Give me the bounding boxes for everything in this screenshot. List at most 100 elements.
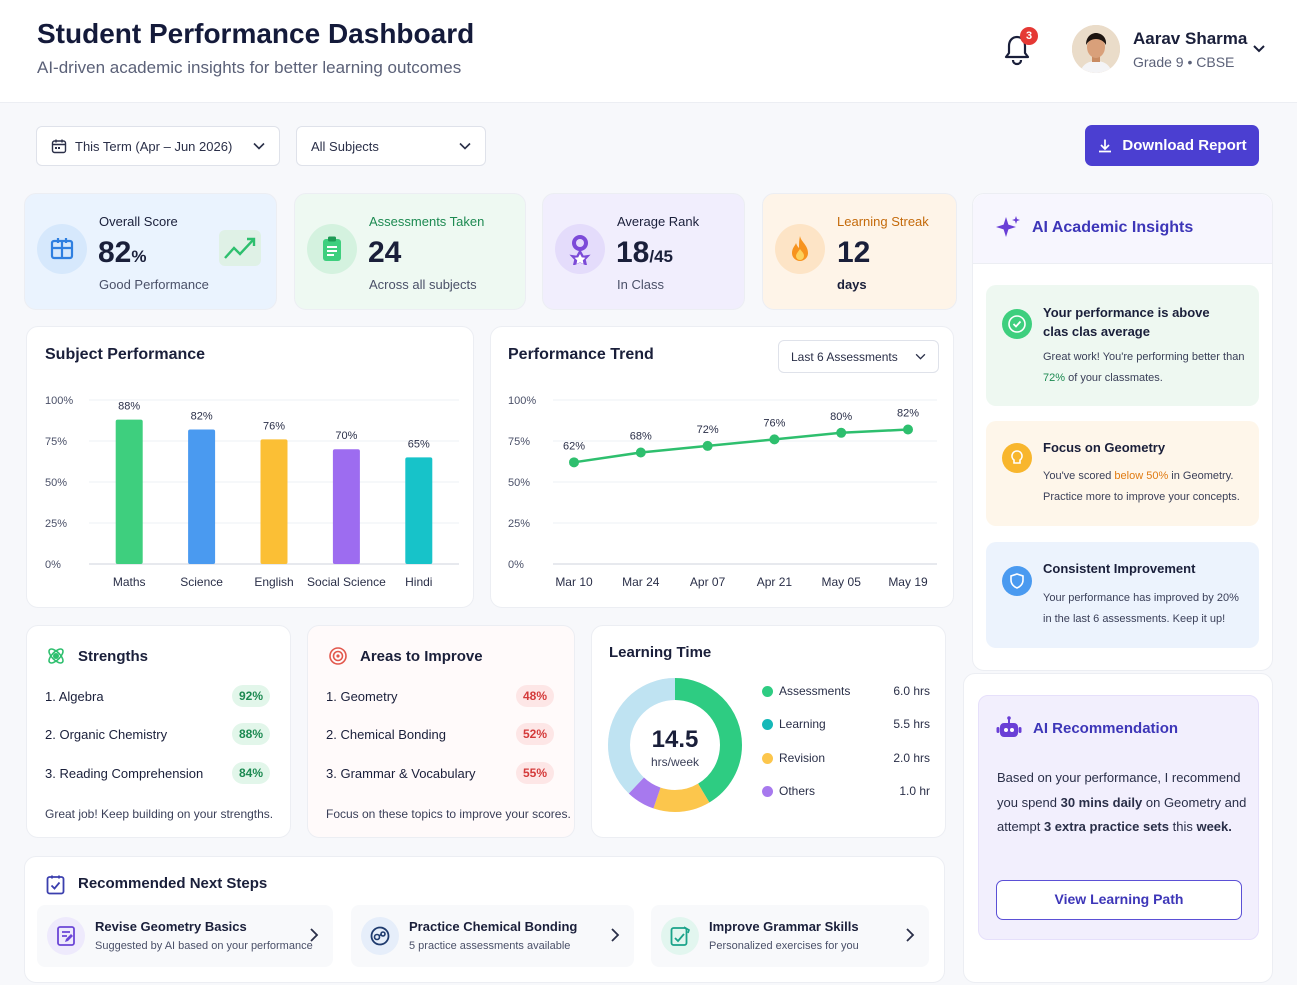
next-step-desc: Personalized exercises for you xyxy=(709,940,859,952)
donut-unit: hrs/week xyxy=(650,755,700,769)
improve-score: 48% xyxy=(516,685,554,707)
stat-sub: In Class xyxy=(617,277,664,292)
chevron-right-icon xyxy=(611,928,620,942)
ai-insights-header xyxy=(973,194,1272,264)
x-tick-label: Science xyxy=(180,575,223,589)
stat-value: 24 xyxy=(368,236,402,269)
subject-performance-title: Subject Performance xyxy=(45,346,206,363)
check-circle-icon xyxy=(1002,309,1032,339)
report-card-icon xyxy=(37,224,87,274)
stat-sub: Good Performance xyxy=(99,277,209,292)
legend-dot xyxy=(762,786,773,797)
legend-name: Revision xyxy=(779,751,826,765)
x-tick-label: Apr 07 xyxy=(690,575,726,589)
y-tick-label: 25% xyxy=(508,518,530,530)
point-value-label: 72% xyxy=(697,424,719,436)
stat-learning-streak: Learning Streak 12 days xyxy=(762,193,957,310)
x-tick-label: Maths xyxy=(113,575,146,589)
next-step-item[interactable]: Practice Chemical Bonding 5 practice ass… xyxy=(351,905,634,967)
learning-time-title: Learning Time xyxy=(609,644,712,661)
stat-value: 12 xyxy=(837,236,871,269)
improve-title: Areas to Improve xyxy=(360,648,483,665)
legend-value: 5.5 hrs xyxy=(893,717,930,731)
download-icon xyxy=(1099,139,1112,152)
stat-value-unit: /45 xyxy=(649,247,674,266)
insight-title: Your performance is above clas clas aver… xyxy=(1043,305,1210,339)
data-point xyxy=(903,424,913,435)
download-report-button[interactable]: Download Report xyxy=(1085,125,1259,166)
bar-value-label: 76% xyxy=(263,420,285,432)
data-point xyxy=(569,457,579,468)
improve-card: Areas to Improve 1. Geometry 48% 2. Chem… xyxy=(307,625,575,838)
legend-name: Others xyxy=(779,784,816,798)
header: Student Performance Dashboard AI-driven … xyxy=(0,0,1297,103)
subject-performance-card: Subject Performance 100% 75% 50% 25% 0% 88% Ma… xyxy=(26,326,474,608)
bar xyxy=(188,429,216,564)
legend-name: Assessments xyxy=(779,684,851,698)
term-dropdown[interactable]: This Term (Apr – Jun 2026) xyxy=(36,126,280,166)
next-step-title: Revise Geometry Basics xyxy=(95,919,247,934)
subject-bar-chart: 100% 75% 50% 25% 0% 88% Maths 82% Science 76% Engl… xyxy=(45,395,459,589)
legend-dot xyxy=(762,719,773,730)
chevron-down-icon xyxy=(459,142,471,150)
improve-score: 55% xyxy=(516,762,554,784)
legend-dot xyxy=(762,686,773,697)
insight-highlight: below 50% xyxy=(1114,470,1169,482)
learning-time-donut xyxy=(608,678,742,812)
view-learning-path-button[interactable]: View Learning Path xyxy=(996,880,1242,920)
avatar[interactable] xyxy=(1072,25,1120,73)
insight-highlight: 72% xyxy=(1043,372,1066,384)
x-tick-label: English xyxy=(254,575,293,589)
next-step-title: Improve Grammar Skills xyxy=(709,919,859,934)
legend-name: Learning xyxy=(779,717,826,731)
user-grade: Grade 9 • CBSE xyxy=(1133,54,1235,70)
strengths-card: Strengths 1. Algebra 92% 2. Organic Chem… xyxy=(26,625,291,838)
atom-icon xyxy=(48,648,64,664)
x-tick-label: Mar 24 xyxy=(622,575,660,589)
data-point xyxy=(836,427,847,438)
improve-item: 1. Geometry xyxy=(326,689,398,704)
strength-item: 2. Organic Chemistry xyxy=(45,727,168,742)
next-step-item[interactable]: Revise Geometry Basics Suggested by AI b… xyxy=(37,905,333,967)
bar xyxy=(405,457,433,564)
y-tick-label: 25% xyxy=(45,518,67,530)
checklist-icon xyxy=(46,875,65,895)
next-step-item[interactable]: Improve Grammar Skills Personalized exer… xyxy=(651,905,929,967)
insight-desc-text: of your classmates. xyxy=(1065,372,1163,384)
download-report-label: Download Report xyxy=(1122,137,1247,154)
stat-value: 18/45 xyxy=(616,236,673,270)
x-tick-label: May 05 xyxy=(822,575,862,589)
donut-segment xyxy=(608,678,742,812)
bar xyxy=(260,439,288,564)
strengths-title: Strengths xyxy=(78,648,149,665)
stat-value: 82% xyxy=(98,236,147,270)
improve-score: 52% xyxy=(516,723,554,745)
stat-label-text: Overall Score xyxy=(99,214,178,229)
ai-insights-title: AI Academic Insights xyxy=(1032,219,1194,236)
x-tick-label: Apr 21 xyxy=(757,575,793,589)
robot-icon xyxy=(996,716,1022,737)
stat-sub: Across all subjects xyxy=(369,277,477,292)
chemistry-icon xyxy=(361,917,399,955)
chevron-down-icon[interactable] xyxy=(1252,44,1266,54)
data-point xyxy=(702,440,713,451)
stat-label: Overall Score xyxy=(99,214,178,229)
improve-item: 3. Grammar & Vocabulary xyxy=(326,766,476,781)
insight-desc: Your performance has improved by 20% in … xyxy=(1043,592,1239,625)
chevron-down-icon xyxy=(915,353,926,360)
user-name: Aarav Sharma xyxy=(1133,29,1248,48)
insight-item: Focus on Geometry You've scored below 50… xyxy=(986,421,1259,526)
y-tick-label: 75% xyxy=(45,436,67,448)
point-value-label: 82% xyxy=(897,408,919,420)
trend-range-dropdown[interactable]: Last 6 Assessments xyxy=(778,340,939,373)
target-icon xyxy=(329,647,347,665)
insight-item: Your performance is above clas clas aver… xyxy=(986,285,1259,406)
page-title: Student Performance Dashboard xyxy=(37,18,475,49)
insight-item: Consistent Improvement Your performance … xyxy=(986,542,1259,648)
rec-text: this xyxy=(1169,819,1197,834)
clipboard-icon xyxy=(307,224,357,274)
grammar-icon xyxy=(661,917,699,955)
trend-up-icon xyxy=(219,230,261,266)
legend-value: 2.0 hrs xyxy=(893,751,930,765)
subject-dropdown[interactable]: All Subjects xyxy=(296,126,486,166)
